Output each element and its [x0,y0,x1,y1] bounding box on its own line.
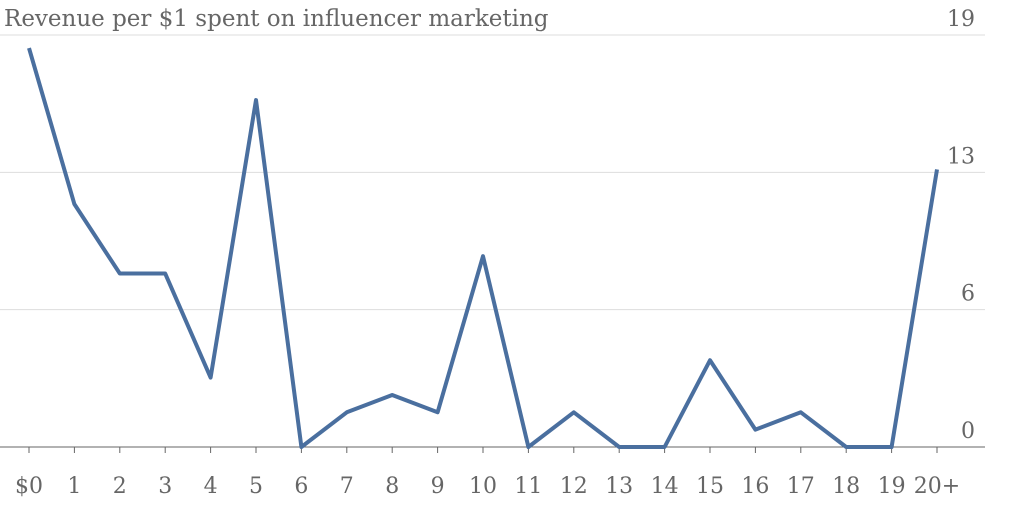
y-tick-label: 6 [961,282,975,307]
x-tick-label: 8 [385,474,399,499]
x-tick-label: 18 [832,474,860,499]
x-tick-label: 3 [158,474,172,499]
y-tick-label: 13 [947,144,975,169]
y-tick-label: 19 [947,7,975,32]
x-tick-label: 20+ [914,474,960,499]
x-tick-label: 9 [431,474,445,499]
x-tick-label: 5 [249,474,263,499]
line [27,47,939,449]
chart-title: Revenue per $1 spent on influencer marke… [4,6,549,32]
x-tick-label: 14 [651,474,679,499]
x-tick-label: 12 [560,474,588,499]
x-tick-label: 15 [696,474,724,499]
x-tick-label: 6 [294,474,308,499]
x-tick-label: $0 [15,474,43,499]
x-tick-label: 17 [787,474,815,499]
x-tick-label: 7 [340,474,354,499]
x-tick-label: 10 [469,474,497,499]
x-tick-label: 19 [878,474,906,499]
x-tick-label: 1 [67,474,81,499]
x-tick-label: 16 [741,474,769,499]
x-tick-label: 4 [204,474,218,499]
x-tick-label: 2 [113,474,127,499]
x-tick-label: 13 [605,474,633,499]
y-tick-label: 0 [961,419,975,444]
x-tick-label: 11 [514,474,542,499]
